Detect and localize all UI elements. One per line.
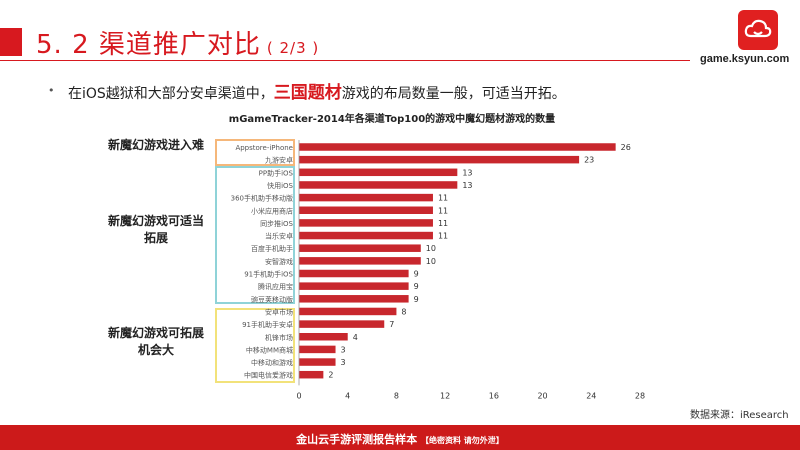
bar	[299, 244, 421, 252]
x-tick-label: 20	[537, 391, 547, 400]
value-label: 4	[353, 333, 358, 342]
bar	[299, 358, 336, 366]
x-tick-label: 28	[635, 391, 645, 400]
value-label: 9	[414, 282, 419, 291]
title-accent-bar	[0, 28, 22, 56]
value-label: 11	[438, 206, 448, 215]
group-label-opportunity: 新魔幻游戏可拓展 机会大	[107, 326, 204, 357]
value-label: 11	[438, 232, 448, 241]
page-title-main: 5. 2 渠道推广对比	[36, 30, 261, 60]
x-tick-label: 16	[489, 391, 499, 400]
x-tick-label: 0	[296, 391, 301, 400]
bar	[299, 193, 433, 202]
category-label: 豌豆荚移动版	[251, 295, 293, 304]
category-label: 91手机助手iOS	[244, 270, 293, 279]
value-label: 10	[426, 244, 436, 253]
x-tick-label: 4	[345, 391, 350, 400]
category-label: 腾讯应用宝	[258, 282, 293, 291]
bar	[299, 295, 409, 303]
value-label: 23	[584, 156, 594, 165]
bullet-highlight: 三国题材	[273, 83, 342, 103]
value-label: 3	[341, 345, 346, 354]
value-label: 8	[401, 307, 406, 316]
category-label: 九游安卓	[265, 156, 293, 165]
category-label: 快用iOS	[267, 181, 293, 190]
value-label: 11	[438, 219, 448, 228]
category-label: 360手机助手移动版	[231, 194, 293, 203]
bar	[299, 181, 458, 189]
category-label: 91手机助手安卓	[242, 320, 293, 329]
category-label: 百度手机助手	[251, 244, 293, 253]
category-label: PP助手iOS	[259, 168, 294, 177]
value-label: 2	[328, 371, 333, 380]
bar	[299, 370, 324, 379]
bar	[299, 307, 397, 316]
page-title-subtitle: ( 2/3 )	[266, 39, 320, 57]
footer-note: 【绝密资料 请勿外泄】	[421, 436, 504, 445]
bar	[299, 206, 433, 214]
bullet-prefix: 在iOS越狱和大部分安卓渠道中，	[68, 86, 274, 102]
category-label: 中国电信爱游戏	[244, 371, 293, 380]
cloud-logo-icon	[738, 10, 778, 50]
bar	[299, 333, 348, 341]
value-label: 26	[621, 143, 631, 152]
value-label: 13	[462, 168, 472, 177]
title-divider	[0, 60, 690, 61]
logo-url: game.ksyun.com	[700, 53, 790, 65]
bullet-dot: •	[48, 84, 55, 97]
bar	[299, 282, 409, 290]
category-label: 同步推iOS	[260, 219, 293, 228]
group-box-opportunity	[215, 308, 295, 383]
value-label: 11	[438, 194, 448, 203]
x-tick-label: 12	[440, 391, 450, 400]
bar	[299, 155, 580, 164]
value-label: 13	[462, 181, 472, 190]
group-box-moderate	[215, 166, 295, 304]
x-tick-label: 24	[586, 391, 596, 400]
bar	[299, 231, 433, 240]
bar	[299, 269, 409, 278]
group-box-hard	[215, 139, 295, 166]
value-label: 9	[414, 270, 419, 279]
bar	[299, 219, 433, 227]
bar	[299, 320, 385, 328]
category-label: 中移动MM商城	[246, 345, 293, 354]
bar	[299, 257, 421, 265]
x-tick-label: 8	[394, 391, 399, 400]
bullet-suffix: 游戏的布局数量一般，可适当开拓。	[341, 86, 566, 102]
bar	[299, 168, 458, 177]
chart-title: mGameTracker-2014年各渠道Top100的游戏中魔幻题材游戏的数量	[228, 114, 556, 125]
category-label: 小米应用商店	[251, 206, 293, 215]
value-label: 10	[426, 257, 436, 266]
data-source: 数据来源：iResearch	[690, 410, 789, 421]
bar	[299, 345, 336, 354]
category-label: 当乐安卓	[265, 232, 293, 241]
value-label: 9	[414, 295, 419, 304]
footer-text: 金山云手游评测报告样本 【绝密资料 请勿外泄】	[0, 431, 800, 447]
group-label-moderate: 新魔幻游戏可适当 拓展	[107, 214, 204, 245]
value-label: 7	[389, 320, 394, 329]
bullet-text: 在iOS越狱和大部分安卓渠道中，三国题材游戏的布局数量一般，可适当开拓。	[68, 78, 566, 103]
page-title: 5. 2 渠道推广对比 ( 2/3 )	[36, 24, 319, 61]
category-label: 安卓市场	[265, 307, 293, 316]
category-label: 安智游戏	[265, 257, 293, 266]
value-label: 3	[341, 358, 346, 367]
category-label: 中移动和游戏	[251, 358, 293, 367]
footer-bar	[0, 425, 800, 450]
bar	[299, 143, 616, 151]
group-label-hard: 新魔幻游戏进入难	[107, 138, 204, 152]
category-label: 机锋市场	[265, 333, 293, 342]
category-label: Appstore-iPhone	[235, 144, 293, 152]
footer-main: 金山云手游评测报告样本	[296, 433, 418, 446]
